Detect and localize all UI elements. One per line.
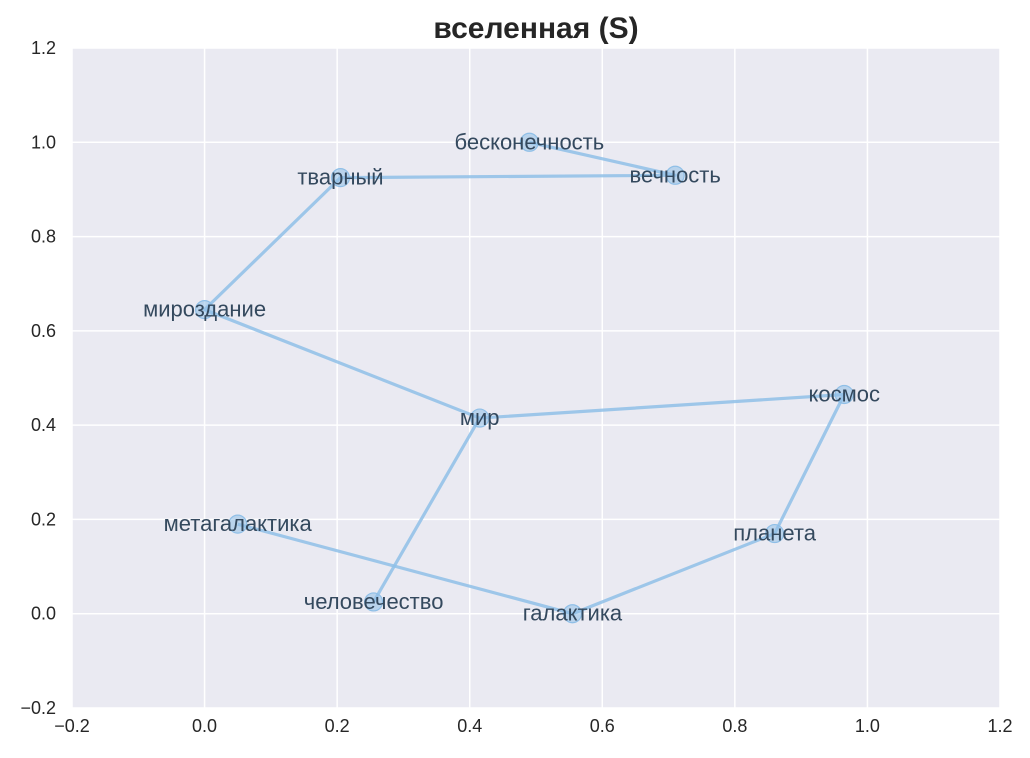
x-tick-label: 1.2 xyxy=(987,716,1012,736)
point-label: бесконечность xyxy=(454,129,604,154)
y-tick-label: 1.2 xyxy=(31,38,56,58)
x-tick-label: 0.4 xyxy=(457,716,482,736)
point-marker xyxy=(194,300,215,320)
y-tick-label: 1.0 xyxy=(31,132,56,152)
point-marker xyxy=(765,523,785,544)
point-marker xyxy=(364,592,384,612)
x-tick-label: −0.2 xyxy=(54,716,90,736)
point-marker xyxy=(562,604,583,624)
x-tick-label: 0.0 xyxy=(192,716,217,736)
y-axis-ticks: −0.2 0.0 0.2 0.4 0.6 0.8 1.0 1.2 xyxy=(20,38,56,718)
point-label: вечность xyxy=(630,162,721,187)
y-tick-label: −0.2 xyxy=(20,698,56,718)
point-label: мир xyxy=(460,405,500,430)
y-tick-label: 0.0 xyxy=(31,604,56,624)
point-label: планета xyxy=(733,521,816,546)
point-labels: бесконечность вечность тварный мироздание ми… xyxy=(143,129,880,625)
point-label: метагалактика xyxy=(164,511,313,536)
y-tick-label: 0.4 xyxy=(31,415,56,435)
point-marker xyxy=(834,384,854,405)
x-tick-label: 0.6 xyxy=(590,716,615,736)
point-label: мироздание xyxy=(143,297,266,322)
point-label: галактика xyxy=(523,601,623,626)
x-tick-label: 1.0 xyxy=(855,716,880,736)
x-axis-ticks: −0.2 0.0 0.2 0.4 0.6 0.8 1.0 1.2 xyxy=(54,716,1012,736)
point-marker xyxy=(470,408,490,428)
y-tick-label: 0.2 xyxy=(31,509,56,529)
chart-title: вселенная (S) xyxy=(433,12,638,45)
point-label: человечество xyxy=(304,589,444,614)
x-tick-label: 0.8 xyxy=(722,716,747,736)
x-tick-label: 0.2 xyxy=(325,716,350,736)
point-markers xyxy=(194,132,854,624)
point-label: космос xyxy=(808,382,879,407)
plot-area xyxy=(72,48,1000,708)
point-marker xyxy=(665,165,685,185)
path-segment xyxy=(372,417,482,603)
y-tick-label: 0.8 xyxy=(31,227,56,247)
point-label: тварный xyxy=(297,165,383,190)
point-marker xyxy=(519,132,539,152)
point-marker xyxy=(330,168,351,188)
y-tick-label: 0.6 xyxy=(31,321,56,341)
point-marker xyxy=(228,514,248,534)
